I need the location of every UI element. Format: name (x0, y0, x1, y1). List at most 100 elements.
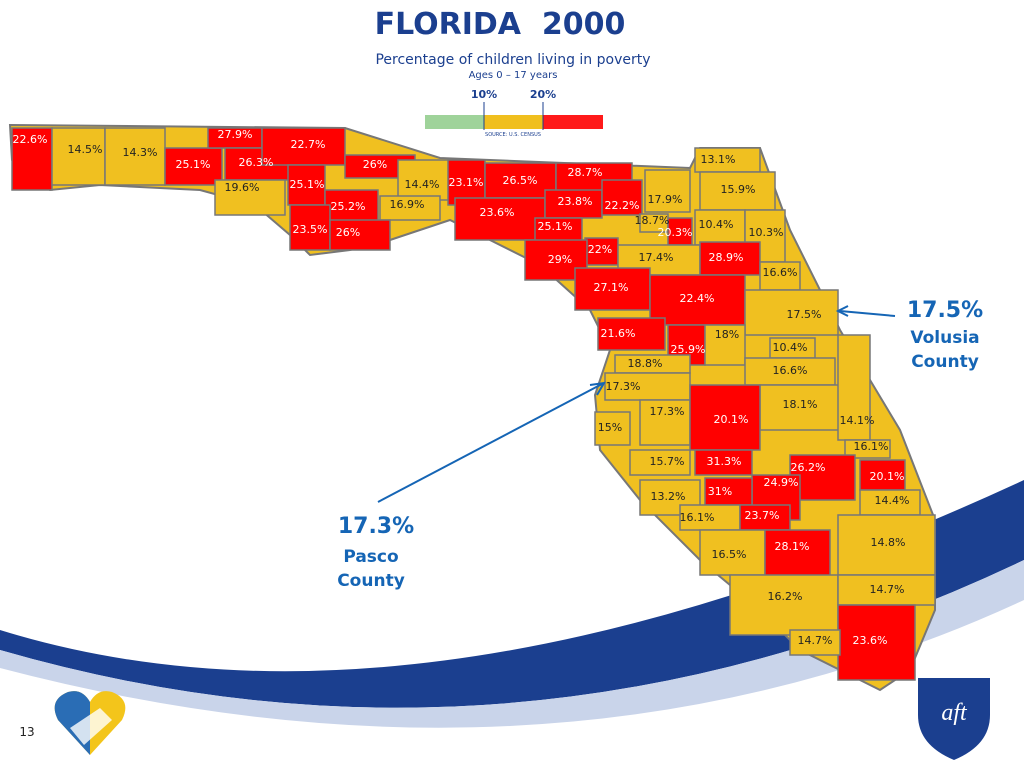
county (759, 384, 841, 431)
county-label: 26.5% (503, 174, 538, 187)
county-label: 13.1% (701, 153, 736, 166)
county-label: 22.2% (605, 199, 640, 212)
page-number: 13 (19, 725, 34, 739)
county-label: 26% (336, 226, 360, 239)
county (844, 439, 891, 459)
county (164, 147, 223, 186)
county-label: 18.7% (635, 214, 670, 227)
county-label: 14.3% (123, 146, 158, 159)
county (837, 334, 871, 441)
callout-label: County (337, 571, 405, 591)
county-label: 22.7% (291, 138, 326, 151)
county (699, 529, 766, 576)
county (594, 411, 631, 446)
county (287, 164, 326, 206)
county (704, 324, 746, 366)
county-label: 24.9% (764, 476, 799, 489)
county-label: 19.6% (225, 181, 260, 194)
header-source: SOURCE: U.S. CENSUS (485, 132, 541, 138)
county-label: 25.9% (671, 343, 706, 356)
county-label: 26% (363, 158, 387, 171)
county-label: 23.6% (480, 206, 515, 219)
county (601, 179, 643, 216)
county-label: 16.5% (712, 548, 747, 561)
county (454, 197, 546, 241)
county-label: 18.8% (628, 357, 663, 370)
swoosh-light (0, 560, 1024, 728)
county-label: 14.5% (68, 143, 103, 156)
county (729, 574, 839, 636)
county-label: 22.6% (13, 133, 48, 146)
county-label: 16.2% (768, 590, 803, 603)
county-label: 16.6% (773, 364, 808, 377)
county-label: 14.7% (798, 634, 833, 647)
county (261, 127, 346, 166)
county-label: 25.1% (538, 220, 573, 233)
county (644, 169, 691, 213)
county (544, 189, 603, 219)
county-label: 22.4% (680, 292, 715, 305)
legend-swatch (425, 115, 484, 129)
county (11, 127, 53, 191)
county-label: 16.1% (854, 440, 889, 453)
county (574, 267, 651, 311)
county-label: 27.1% (594, 281, 629, 294)
county-label: 14.7% (870, 583, 905, 596)
callout-arrow (839, 310, 896, 317)
county (699, 171, 776, 211)
county-label: 14.8% (871, 536, 906, 549)
county-label: 23.7% (745, 509, 780, 522)
header-ages: Ages 0 – 17 years (469, 70, 558, 81)
county-label: 28.7% (568, 166, 603, 179)
aft-shield (918, 678, 990, 760)
county (764, 529, 831, 581)
legend-label: 20% (530, 88, 556, 101)
callout-arrowhead (589, 381, 606, 396)
county-label: 25.1% (290, 178, 325, 191)
callout-value: 17.3% (338, 514, 414, 539)
county (329, 219, 391, 251)
county-label: 23.8% (558, 195, 593, 208)
county-label: 18.1% (783, 398, 818, 411)
callout-label: Pasco (343, 547, 398, 567)
county-label: 31% (708, 485, 732, 498)
county (104, 127, 166, 186)
county-label: 10.4% (773, 341, 808, 354)
callout-label: Volusia (910, 328, 979, 348)
county-label: 20.1% (870, 470, 905, 483)
county (837, 514, 936, 576)
county (789, 629, 841, 656)
county (744, 289, 839, 336)
county (484, 162, 557, 199)
county-label: 21.6% (601, 327, 636, 340)
county (859, 489, 921, 516)
county-label: 14.1% (840, 414, 875, 427)
heart-logo (54, 691, 126, 755)
county-label: 14.4% (405, 178, 440, 191)
county (604, 372, 691, 401)
aft-logo: aft (941, 700, 968, 726)
county-label: 23.5% (293, 223, 328, 236)
county-label: 10.3% (749, 226, 784, 239)
callout-value: 17.5% (907, 298, 983, 323)
county-label: 20.3% (658, 226, 693, 239)
county (689, 384, 761, 451)
county (597, 317, 666, 351)
header-title: FLORIDA 2000 (375, 7, 626, 42)
county-label: 17.9% (648, 193, 683, 206)
county-label: 29% (548, 253, 572, 266)
county-label: 17.3% (650, 405, 685, 418)
county-label: 16.9% (390, 198, 425, 211)
county (379, 195, 441, 221)
callout-arrow (377, 383, 603, 503)
county-label: 25.2% (331, 200, 366, 213)
county (837, 604, 916, 681)
county-label: 28.9% (709, 251, 744, 264)
legend-label: 10% (471, 88, 497, 101)
header-subtitle: Percentage of children living in poverty (375, 52, 650, 68)
county-label: 23.6% (853, 634, 888, 647)
county-label: 31.3% (707, 455, 742, 468)
county-label: 26.3% (239, 156, 274, 169)
county-label: 22% (588, 243, 612, 256)
legend-bar (425, 115, 603, 129)
